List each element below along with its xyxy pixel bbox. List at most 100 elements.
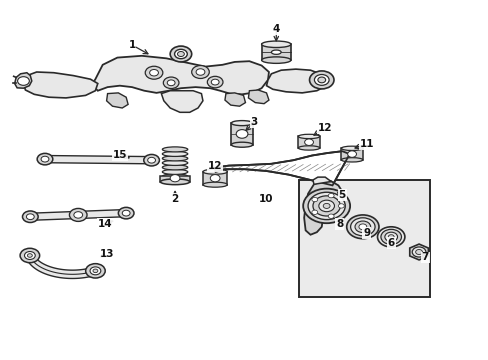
Ellipse shape bbox=[162, 161, 187, 166]
Ellipse shape bbox=[350, 218, 374, 236]
Text: 5: 5 bbox=[338, 190, 345, 200]
Circle shape bbox=[311, 210, 317, 215]
Text: 6: 6 bbox=[387, 238, 394, 248]
Polygon shape bbox=[261, 44, 290, 60]
Circle shape bbox=[323, 203, 329, 208]
Ellipse shape bbox=[162, 147, 187, 152]
Circle shape bbox=[90, 267, 101, 275]
Circle shape bbox=[163, 77, 179, 89]
Ellipse shape bbox=[162, 156, 187, 161]
Text: 7: 7 bbox=[421, 252, 428, 262]
Circle shape bbox=[307, 192, 345, 220]
Circle shape bbox=[149, 69, 158, 76]
Ellipse shape bbox=[354, 221, 370, 233]
Circle shape bbox=[147, 157, 155, 163]
Circle shape bbox=[24, 252, 35, 260]
Circle shape bbox=[18, 77, 29, 85]
Circle shape bbox=[338, 204, 344, 208]
Text: 12: 12 bbox=[207, 161, 222, 171]
Ellipse shape bbox=[162, 151, 187, 156]
Polygon shape bbox=[231, 123, 252, 145]
Ellipse shape bbox=[203, 169, 227, 174]
Circle shape bbox=[347, 151, 356, 157]
Ellipse shape bbox=[162, 165, 187, 170]
Circle shape bbox=[211, 79, 219, 85]
Text: 15: 15 bbox=[112, 150, 127, 160]
Circle shape bbox=[22, 211, 38, 222]
Polygon shape bbox=[298, 136, 319, 148]
Circle shape bbox=[74, 212, 82, 218]
Polygon shape bbox=[248, 90, 268, 104]
Ellipse shape bbox=[231, 121, 252, 126]
Ellipse shape bbox=[162, 169, 187, 175]
Polygon shape bbox=[160, 176, 189, 182]
Polygon shape bbox=[215, 151, 349, 185]
Circle shape bbox=[415, 249, 422, 255]
Circle shape bbox=[317, 77, 325, 83]
Polygon shape bbox=[15, 73, 32, 88]
Circle shape bbox=[311, 197, 317, 202]
Text: 2: 2 bbox=[171, 194, 178, 204]
Circle shape bbox=[309, 71, 333, 89]
Polygon shape bbox=[409, 244, 427, 260]
Circle shape bbox=[236, 130, 247, 138]
Circle shape bbox=[69, 208, 87, 221]
Text: 4: 4 bbox=[272, 24, 280, 34]
Circle shape bbox=[118, 207, 134, 219]
Text: 10: 10 bbox=[259, 194, 273, 204]
Text: 13: 13 bbox=[99, 249, 114, 259]
Circle shape bbox=[170, 175, 180, 182]
Ellipse shape bbox=[380, 229, 401, 244]
Circle shape bbox=[20, 248, 40, 263]
Circle shape bbox=[93, 269, 98, 273]
Polygon shape bbox=[45, 156, 151, 164]
Circle shape bbox=[174, 49, 187, 59]
Text: 11: 11 bbox=[359, 139, 373, 149]
Polygon shape bbox=[92, 56, 268, 94]
Circle shape bbox=[27, 254, 32, 257]
Circle shape bbox=[210, 175, 220, 182]
Ellipse shape bbox=[160, 179, 189, 185]
Ellipse shape bbox=[358, 224, 366, 230]
Ellipse shape bbox=[384, 232, 397, 242]
Ellipse shape bbox=[387, 235, 393, 239]
Circle shape bbox=[312, 196, 340, 216]
Ellipse shape bbox=[298, 146, 319, 150]
Ellipse shape bbox=[261, 57, 290, 63]
Text: 9: 9 bbox=[363, 228, 369, 238]
Polygon shape bbox=[30, 210, 126, 220]
Circle shape bbox=[191, 66, 209, 78]
Circle shape bbox=[327, 193, 333, 198]
Text: 1: 1 bbox=[128, 40, 135, 50]
Ellipse shape bbox=[203, 182, 227, 187]
Ellipse shape bbox=[271, 50, 281, 54]
Ellipse shape bbox=[346, 215, 378, 239]
Circle shape bbox=[26, 214, 34, 220]
Circle shape bbox=[143, 154, 159, 166]
Circle shape bbox=[41, 156, 49, 162]
Circle shape bbox=[318, 200, 334, 212]
Ellipse shape bbox=[261, 41, 290, 48]
Circle shape bbox=[207, 76, 223, 88]
Circle shape bbox=[196, 69, 204, 75]
Polygon shape bbox=[161, 91, 203, 112]
Polygon shape bbox=[266, 69, 326, 93]
Circle shape bbox=[327, 214, 333, 219]
Circle shape bbox=[37, 153, 53, 165]
Circle shape bbox=[85, 264, 105, 278]
Polygon shape bbox=[304, 181, 343, 235]
Ellipse shape bbox=[377, 227, 404, 247]
Bar bbox=[299, 180, 429, 297]
Polygon shape bbox=[312, 177, 331, 184]
Ellipse shape bbox=[341, 146, 362, 150]
Circle shape bbox=[167, 80, 175, 86]
Polygon shape bbox=[224, 93, 245, 106]
Circle shape bbox=[411, 247, 425, 257]
Text: 12: 12 bbox=[317, 123, 332, 133]
Ellipse shape bbox=[298, 134, 319, 139]
Ellipse shape bbox=[231, 142, 252, 147]
Ellipse shape bbox=[341, 158, 362, 162]
Circle shape bbox=[122, 210, 130, 216]
Text: 14: 14 bbox=[98, 219, 112, 229]
Circle shape bbox=[304, 139, 313, 145]
